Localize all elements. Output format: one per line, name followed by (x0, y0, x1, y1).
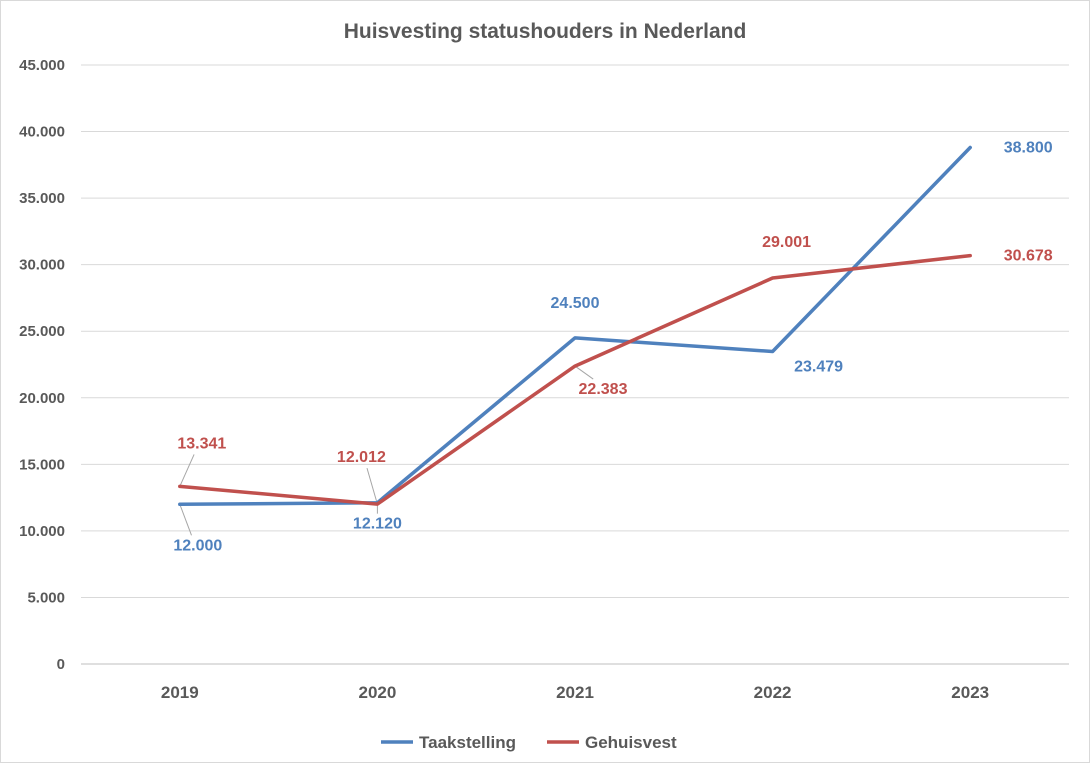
data-label: 30.678 (1004, 248, 1053, 265)
data-label: 38.800 (1004, 140, 1053, 157)
leader-line (179, 454, 195, 487)
y-tick-label: 20.000 (19, 390, 65, 407)
x-tick-label: 2023 (951, 683, 989, 702)
y-tick-label: 10.000 (19, 523, 65, 540)
x-tick-label: 2020 (358, 683, 396, 702)
y-tick-label: 40.000 (19, 124, 65, 141)
y-tick-label: 25.000 (19, 323, 65, 340)
legend-label: Gehuisvest (585, 733, 677, 752)
y-tick-label: 5.000 (27, 589, 65, 606)
y-tick-label: 30.000 (19, 257, 65, 274)
chart-title: Huisvesting statushouders in Nederland (344, 20, 747, 43)
data-label: 23.479 (794, 358, 843, 375)
y-tick-label: 15.000 (19, 456, 65, 473)
y-axis-ticks: 0 5.000 10.000 15.000 20.000 25.000 30.000 35.0… (19, 57, 65, 673)
x-tick-label: 2022 (754, 683, 792, 702)
data-label: 12.000 (173, 537, 222, 554)
y-tick-label: 45.000 (19, 57, 65, 74)
legend: Taakstelling Gehuisvest (381, 733, 677, 752)
y-tick-label: 35.000 (19, 190, 65, 207)
legend-label: Taakstelling (419, 733, 516, 752)
data-label: 12.012 (337, 449, 386, 466)
series-lines (178, 145, 972, 507)
leader-line (366, 467, 378, 505)
data-label: 24.500 (551, 295, 600, 312)
leader-line (179, 504, 192, 536)
y-tick-label: 0 (57, 656, 65, 673)
x-tick-label: 2019 (161, 683, 199, 702)
series-line-taakstelling (178, 145, 972, 507)
data-label: 22.383 (579, 381, 628, 398)
data-label: 12.120 (353, 516, 402, 533)
leader-line (574, 365, 594, 380)
x-axis-ticks: 2019 2020 2021 2022 2023 (161, 683, 989, 702)
gridlines (81, 64, 1069, 665)
label-leader-lines (179, 365, 594, 536)
data-label: 13.341 (177, 435, 226, 452)
series-line-gehuisvest (178, 253, 972, 506)
x-tick-label: 2021 (556, 683, 594, 702)
data-labels: 12.000 12.120 24.500 23.479 38.800 13.341 12.0… (173, 140, 1052, 555)
data-label: 29.001 (762, 234, 811, 251)
